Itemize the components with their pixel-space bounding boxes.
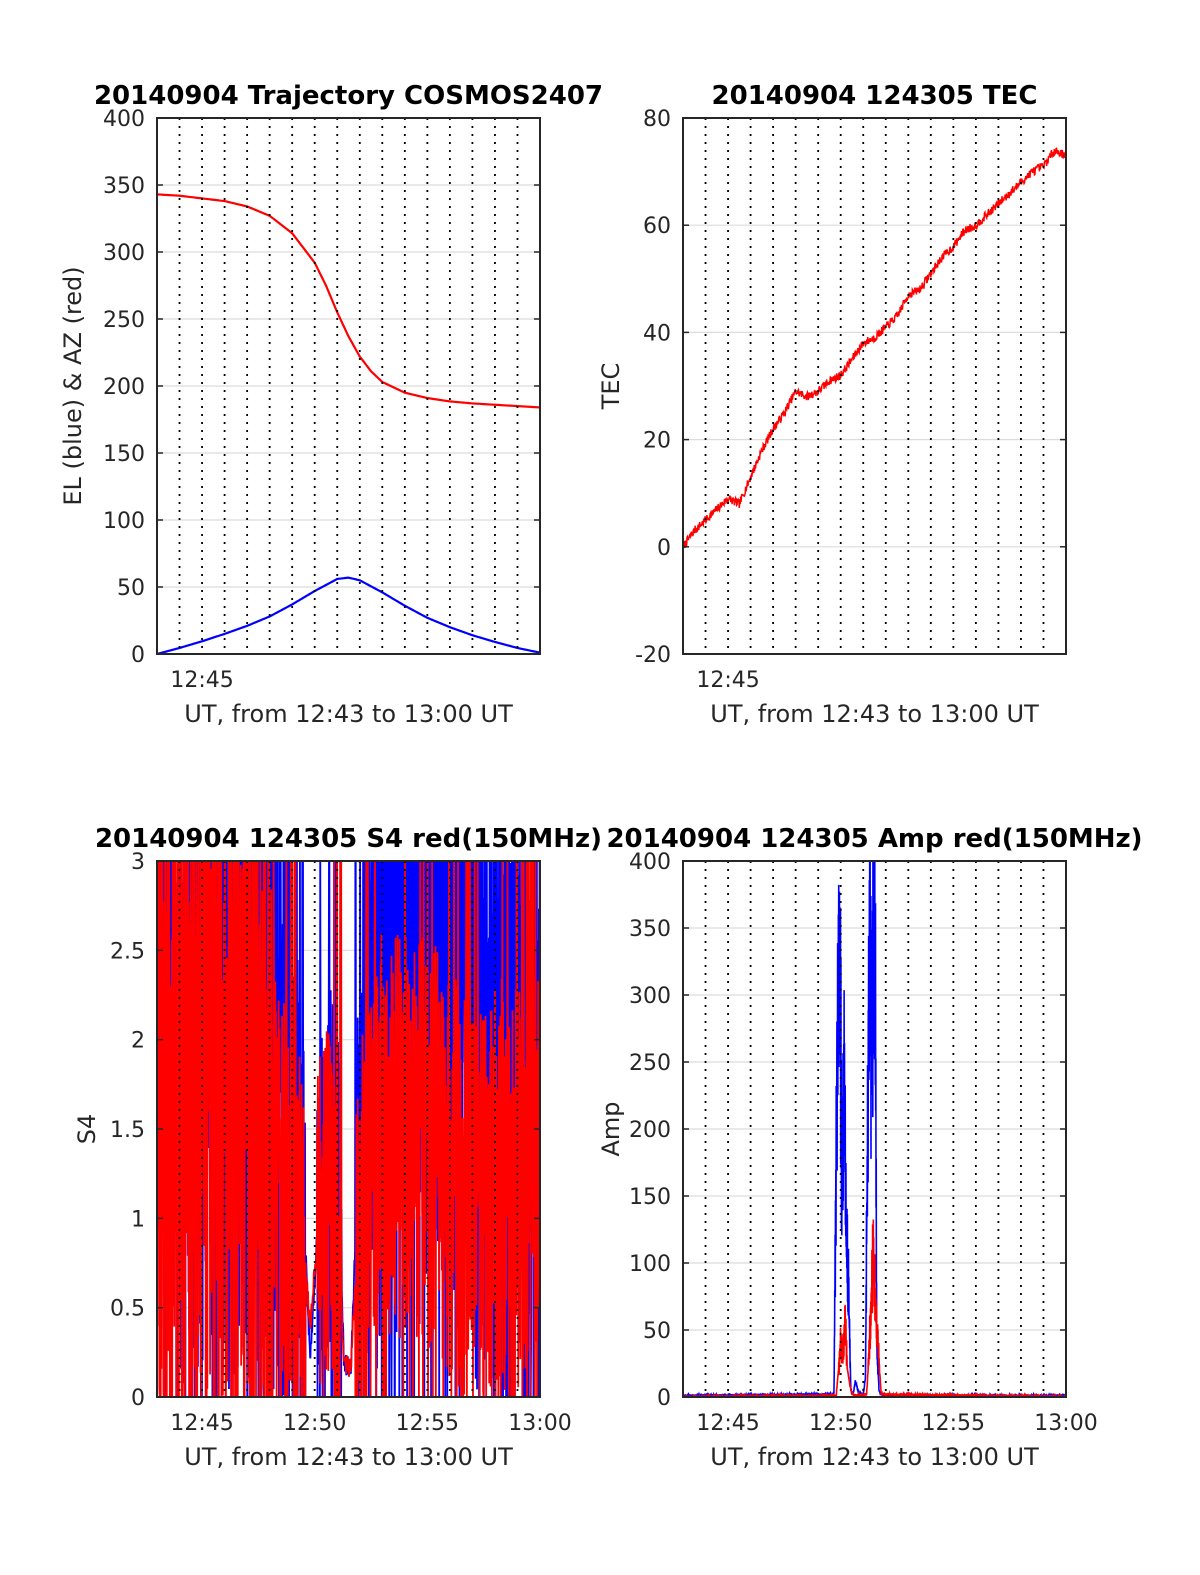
x-tick-label: 12:45	[170, 1411, 233, 1436]
series-el	[157, 576, 540, 654]
series-red	[157, 861, 540, 1397]
y-tick-label: 0	[657, 536, 671, 561]
y-tick-label: 250	[629, 1051, 671, 1076]
y-tick-label: 400	[103, 107, 145, 132]
y-tick-label: -20	[635, 643, 671, 668]
y-tick-label: 100	[103, 509, 145, 534]
y-tick-label: 80	[643, 107, 671, 132]
plot-area	[157, 193, 540, 654]
chart-title: 20140904 124305 Amp red(150MHz)	[606, 824, 1142, 854]
y-tick-label: 50	[117, 576, 145, 601]
y-tick-label: 350	[103, 174, 145, 199]
y-tick-label: 350	[629, 917, 671, 942]
x-tick-label: 12:45	[696, 668, 759, 693]
x-axis-label: UT, from 12:43 to 13:00 UT	[710, 700, 1039, 728]
y-axis-label: TEC	[597, 363, 625, 411]
y-axis-label: Amp	[597, 1101, 625, 1156]
plot-area	[683, 861, 1066, 1397]
y-tick-label: 3	[131, 850, 145, 875]
x-tick-label: 12:50	[283, 1411, 346, 1436]
x-tick-label: 12:45	[696, 1411, 759, 1436]
x-tick-label: 12:55	[922, 1411, 985, 1436]
panel-2: -20 0 20 40 60 80 12:45 20140904 124305 TEC UT, …	[597, 81, 1067, 728]
y-tick-label: 1.5	[110, 1118, 145, 1143]
y-tick-label: 300	[103, 241, 145, 266]
plot-area	[683, 147, 1066, 550]
y-tick-label: 100	[629, 1252, 671, 1277]
y-tick-label: 0	[657, 1386, 671, 1411]
y-tick-label: 0.5	[110, 1297, 145, 1322]
y-tick-label: 1	[131, 1207, 145, 1232]
y-axis-label: S4	[73, 1114, 101, 1145]
panel-1: 0 50 100 150 200 250 300 350 400 12:45 20140904 Tr…	[59, 81, 603, 728]
y-tick-label: 20	[643, 429, 671, 454]
y-axis-label: EL (blue) & AZ (red)	[59, 266, 87, 505]
panel-3: 0 0.5 1 1.5 2 2.5 3 12:45 12:50 12:55 13:00 2014090…	[73, 824, 602, 1471]
y-tick-label: 150	[629, 1185, 671, 1210]
panel-4: 0 50 100 150 200 250 300 350 400 12:45 12:50 12:55 1…	[597, 824, 1143, 1471]
axes-frame	[682, 117, 1067, 655]
x-tick-label: 13:00	[508, 1411, 571, 1436]
y-tick-label: 250	[103, 308, 145, 333]
y-tick-label: 200	[629, 1118, 671, 1143]
y-tick-label: 150	[103, 442, 145, 467]
x-axis-label: UT, from 12:43 to 13:00 UT	[710, 1443, 1039, 1471]
x-tick-label: 12:55	[396, 1411, 459, 1436]
plot-area	[157, 861, 540, 1397]
series-red	[683, 1219, 1066, 1397]
x-tick-label: 12:50	[809, 1411, 872, 1436]
y-tick-label: 50	[643, 1319, 671, 1344]
y-tick-label: 2	[131, 1029, 145, 1054]
chart-title: 20140904 124305 S4 red(150MHz)	[95, 824, 602, 854]
series-az	[157, 193, 540, 409]
y-tick-label: 400	[629, 850, 671, 875]
y-tick-label: 60	[643, 214, 671, 239]
y-tick-label: 2.5	[110, 939, 145, 964]
y-tick-label: 0	[131, 1386, 145, 1411]
chart-title: 20140904 Trajectory COSMOS2407	[94, 81, 603, 111]
x-tick-label: 13:00	[1034, 1411, 1097, 1436]
y-tick-label: 300	[629, 984, 671, 1009]
x-axis-label: UT, from 12:43 to 13:00 UT	[184, 1443, 513, 1471]
y-tick-label: 0	[131, 643, 145, 668]
y-tick-label: 40	[643, 321, 671, 346]
x-tick-label: 12:45	[170, 668, 233, 693]
series-tec	[683, 147, 1066, 550]
chart-title: 20140904 124305 TEC	[712, 81, 1038, 111]
x-axis-label: UT, from 12:43 to 13:00 UT	[184, 700, 513, 728]
y-tick-label: 200	[103, 375, 145, 400]
